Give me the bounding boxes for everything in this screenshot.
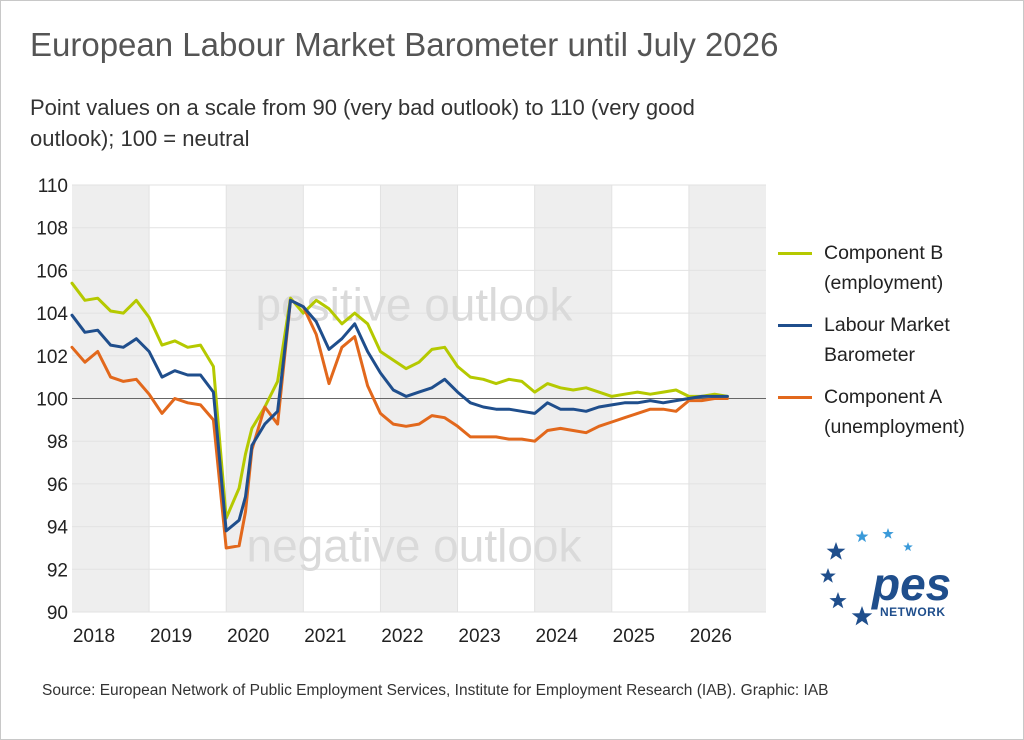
legend-label-component-a: Component A (unemployment) (824, 386, 965, 438)
y-tick-label-104: 104 (36, 304, 68, 325)
x-tick-label-2022: 2022 (381, 626, 423, 647)
x-tick-label-2018: 2018 (73, 626, 115, 647)
x-tick-label-2019: 2019 (150, 626, 192, 647)
legend-swatch-component-b (778, 252, 812, 255)
series-line-component-a-unemployment (70, 298, 729, 550)
logo-stars-icon (820, 542, 873, 626)
logo-subtext: NETWORK (880, 605, 946, 619)
chart-legend: Component B (employment) Labour Market B… (778, 238, 1018, 454)
y-tick-label-98: 98 (47, 432, 68, 453)
logo-text: pes (870, 558, 951, 610)
source-note: Source: European Network of Public Emplo… (42, 682, 829, 699)
legend-item-component-a: Component A (unemployment) (778, 382, 1018, 454)
series-line-labour-market-barometer (70, 298, 729, 533)
x-tick-label-2025: 2025 (613, 626, 655, 647)
x-tick-label-2023: 2023 (458, 626, 500, 647)
legend-swatch-component-a (778, 396, 812, 399)
annotation-negative-outlook: negative outlook (246, 520, 582, 572)
y-tick-label-102: 102 (36, 347, 68, 368)
legend-label-barometer: Labour Market Barometer (824, 314, 950, 366)
y-tick-label-94: 94 (47, 518, 69, 539)
legend-item-barometer: Labour Market Barometer (778, 310, 1018, 382)
y-tick-label-106: 106 (36, 261, 68, 282)
y-tick-label-90: 90 (47, 603, 68, 624)
y-tick-label-110: 110 (38, 176, 68, 197)
y-tick-label-108: 108 (36, 219, 68, 240)
x-tick-label-2026: 2026 (690, 626, 732, 647)
series-line-component-b-employment (70, 281, 729, 520)
y-tick-label-100: 100 (36, 390, 68, 411)
y-tick-label-92: 92 (47, 560, 68, 581)
logo-stars-light-icon (855, 528, 913, 552)
legend-item-component-b: Component B (employment) (778, 238, 1018, 310)
x-tick-label-2021: 2021 (304, 626, 346, 647)
pes-network-logo: pes NETWORK (820, 528, 951, 626)
chart-subtitle: Point values on a scale from 90 (very ba… (30, 95, 695, 151)
legend-label-component-b: Component B (employment) (824, 242, 944, 294)
annotation-positive-outlook: positive outlook (255, 278, 573, 330)
legend-swatch-barometer (778, 324, 812, 327)
y-tick-label-96: 96 (47, 475, 68, 496)
x-tick-label-2024: 2024 (536, 626, 579, 647)
x-tick-label-2020: 2020 (227, 626, 269, 647)
chart-title: European Labour Market Barometer until J… (30, 26, 779, 63)
